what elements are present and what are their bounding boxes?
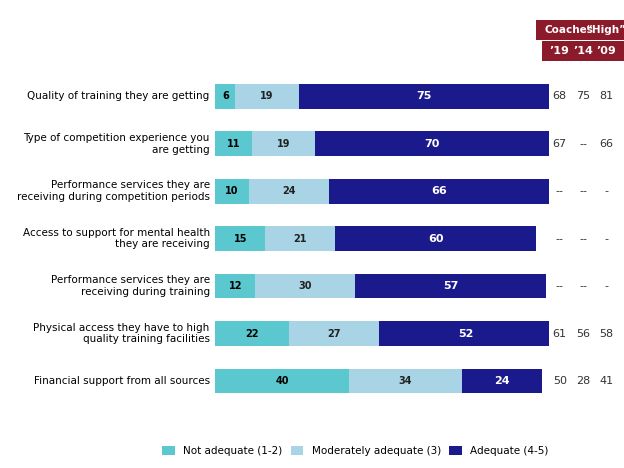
Bar (299, 84, 549, 109)
Bar (215, 321, 289, 346)
Text: Coaches: Coaches (544, 25, 593, 35)
Text: 61: 61 (553, 329, 567, 338)
Bar (235, 84, 299, 109)
Text: 81: 81 (600, 91, 613, 102)
Text: 41: 41 (600, 376, 613, 386)
Text: -: - (605, 186, 608, 196)
Bar (252, 132, 315, 156)
Text: ’09: ’09 (597, 46, 617, 56)
Text: 15: 15 (233, 234, 247, 244)
Text: 70: 70 (424, 139, 440, 149)
Bar (215, 132, 252, 156)
Bar (316, 132, 549, 156)
Text: 21: 21 (294, 234, 307, 244)
Bar (248, 179, 329, 204)
Text: 67: 67 (553, 139, 567, 149)
Text: 66: 66 (431, 186, 447, 196)
Text: --: -- (580, 139, 587, 149)
Text: 68: 68 (553, 91, 567, 102)
Text: “High”: “High” (586, 25, 624, 35)
Text: 34: 34 (399, 376, 412, 386)
Text: --: -- (556, 281, 563, 291)
Text: 22: 22 (245, 329, 259, 338)
Text: 75: 75 (416, 91, 432, 102)
Text: -: - (605, 281, 608, 291)
Text: 50: 50 (553, 376, 567, 386)
Bar (255, 274, 356, 299)
Legend: Not adequate (1-2), Moderately adequate (3), Adequate (4-5): Not adequate (1-2), Moderately adequate … (158, 442, 553, 461)
Bar (329, 179, 549, 204)
Bar (215, 274, 255, 299)
Bar (265, 227, 336, 251)
Text: ’14: ’14 (573, 46, 593, 56)
Text: 11: 11 (227, 139, 240, 149)
Text: ’19: ’19 (550, 46, 570, 56)
Bar (349, 369, 462, 393)
Bar (336, 227, 536, 251)
Text: 6: 6 (222, 91, 228, 102)
Bar (215, 84, 235, 109)
Text: --: -- (580, 281, 587, 291)
Text: 24: 24 (282, 186, 296, 196)
Text: 66: 66 (600, 139, 613, 149)
Text: --: -- (556, 186, 563, 196)
Bar (289, 321, 379, 346)
Text: --: -- (580, 186, 587, 196)
Text: 56: 56 (577, 329, 590, 338)
Text: --: -- (556, 234, 563, 244)
Bar (379, 321, 552, 346)
Text: --: -- (580, 234, 587, 244)
Text: 60: 60 (428, 234, 444, 244)
Text: 12: 12 (228, 281, 242, 291)
Text: 52: 52 (458, 329, 474, 338)
Text: -: - (605, 234, 608, 244)
Text: 10: 10 (225, 186, 239, 196)
Text: 75: 75 (577, 91, 590, 102)
Bar (356, 274, 546, 299)
Bar (215, 179, 248, 204)
Text: 19: 19 (260, 91, 274, 102)
Text: 40: 40 (275, 376, 289, 386)
Text: 30: 30 (299, 281, 312, 291)
Text: 28: 28 (577, 376, 590, 386)
Text: 24: 24 (495, 376, 510, 386)
Text: 19: 19 (277, 139, 290, 149)
Bar (215, 369, 349, 393)
Bar (215, 227, 265, 251)
Bar (462, 369, 542, 393)
Text: 27: 27 (327, 329, 341, 338)
Text: 57: 57 (443, 281, 458, 291)
Text: 58: 58 (600, 329, 613, 338)
